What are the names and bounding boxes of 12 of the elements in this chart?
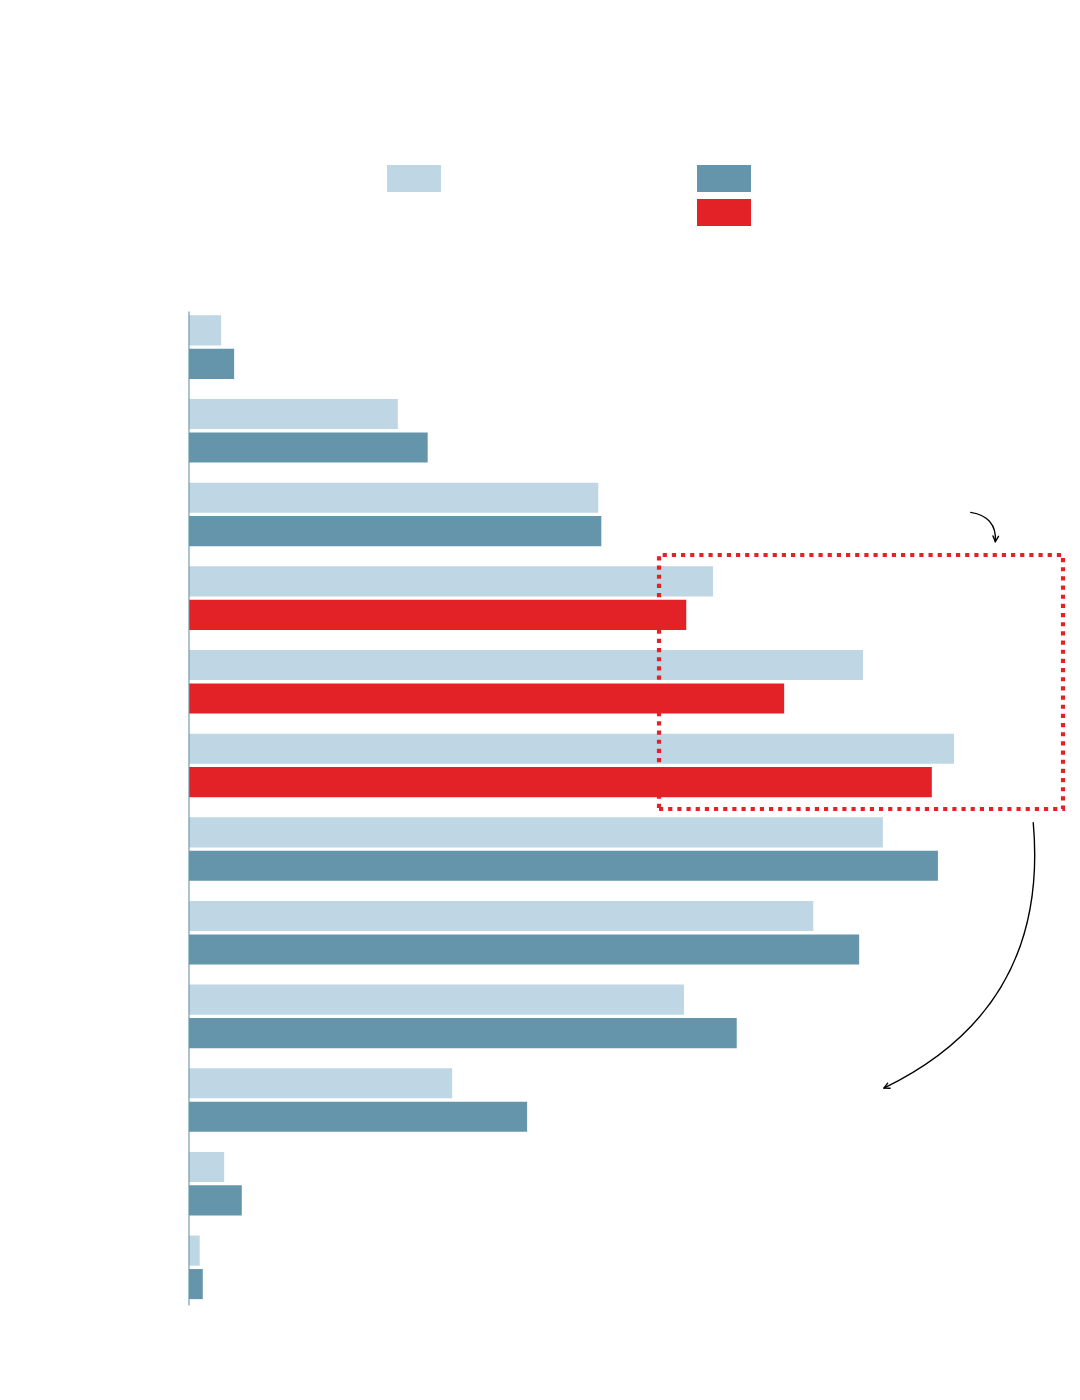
bar	[189, 900, 814, 932]
bar	[189, 482, 599, 513]
bar	[189, 1235, 200, 1266]
bar	[189, 817, 883, 848]
bar	[189, 1068, 453, 1099]
bar	[189, 1151, 225, 1183]
bar	[189, 399, 398, 430]
bar	[189, 566, 714, 597]
bar	[189, 984, 684, 1015]
bar	[189, 649, 863, 681]
bar	[189, 315, 222, 346]
bar	[189, 733, 954, 764]
